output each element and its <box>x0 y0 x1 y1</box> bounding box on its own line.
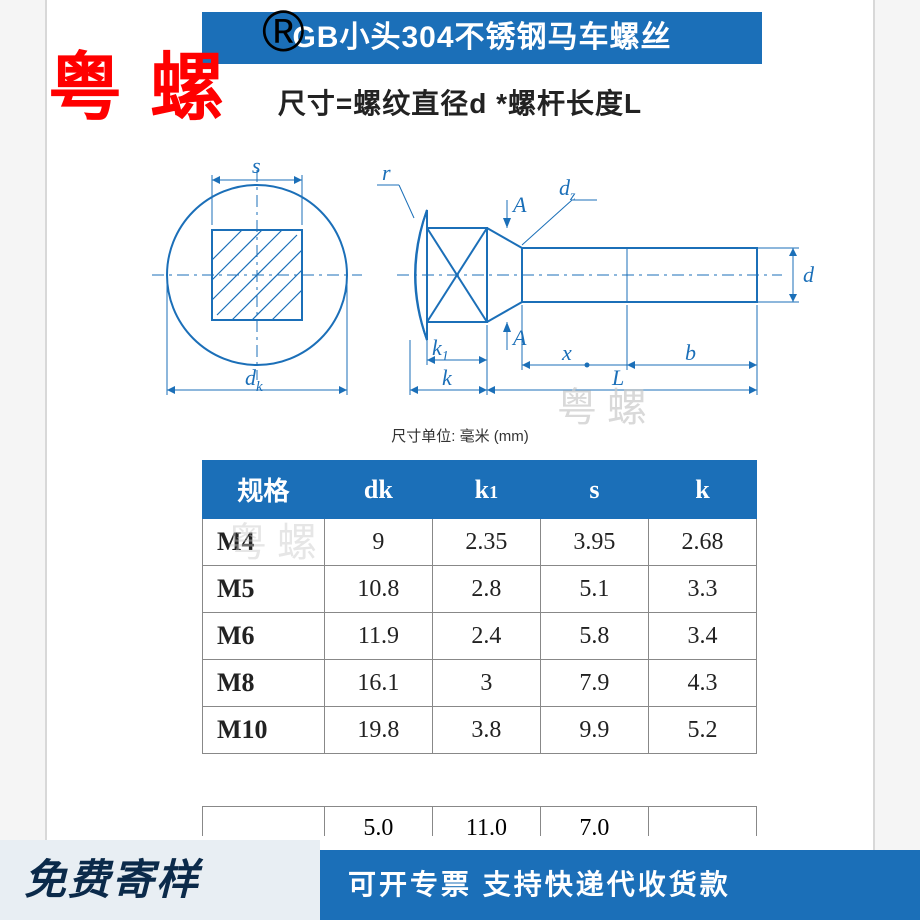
table-row: M611.92.45.83.4 <box>203 613 757 660</box>
svg-text:A: A <box>511 192 527 217</box>
registered-icon: ® <box>262 0 305 65</box>
table-cell: 10.8 <box>324 566 432 613</box>
table-cell: 3.4 <box>648 613 756 660</box>
table-cell: 4.3 <box>648 660 756 707</box>
table-cell: 19.8 <box>324 707 432 754</box>
table-cell: M5 <box>203 566 325 613</box>
table-cell: 2.4 <box>432 613 540 660</box>
table-row: M816.137.94.3 <box>203 660 757 707</box>
page-card: GB小头304不锈钢马车螺丝 尺寸=螺纹直径d *螺杆长度L 粤螺 粤螺 <box>45 0 875 920</box>
clipped-row: 5.011.07.0 <box>202 806 757 836</box>
unit-note: 尺寸单位: 毫米 (mm) <box>47 425 873 446</box>
spec-table: 规格dkk1sk M492.353.952.68M510.82.85.13.3M… <box>202 460 757 754</box>
table-row: M1019.83.89.95.2 <box>203 707 757 754</box>
svg-text:dz: dz <box>559 175 576 204</box>
brand-watermark: 粤螺 <box>48 28 252 135</box>
table-cell: 2.35 <box>432 519 540 566</box>
gray-watermark: 粤螺 <box>557 375 657 433</box>
svg-text:r: r <box>382 160 391 185</box>
table-row: M510.82.85.13.3 <box>203 566 757 613</box>
svg-text:A: A <box>511 325 527 350</box>
table-cell: 16.1 <box>324 660 432 707</box>
table-cell: 2.68 <box>648 519 756 566</box>
table-cell: 2.8 <box>432 566 540 613</box>
footer-right: 可开专票 支持快递代收货款 <box>320 850 920 920</box>
footer-left: 免费寄样 <box>0 840 320 920</box>
table-cell: 5.2 <box>648 707 756 754</box>
bolt-diagram: s d k <box>127 140 827 410</box>
table-cell: 9 <box>324 519 432 566</box>
table-cell: 7.9 <box>540 660 648 707</box>
gray-watermark-2: 粤螺 <box>227 510 327 568</box>
col-header: k <box>648 461 756 519</box>
col-header: k1 <box>432 461 540 519</box>
table-cell: 11.9 <box>324 613 432 660</box>
svg-text:x: x <box>561 340 572 365</box>
svg-text:d: d <box>803 262 815 287</box>
table-cell: 3 <box>432 660 540 707</box>
svg-text:b: b <box>685 340 696 365</box>
col-header: dk <box>324 461 432 519</box>
table-cell: 5.1 <box>540 566 648 613</box>
table-cell: 5.8 <box>540 613 648 660</box>
table-cell: 3.95 <box>540 519 648 566</box>
table-cell: 9.9 <box>540 707 648 754</box>
table-cell: M8 <box>203 660 325 707</box>
table-cell: 3.3 <box>648 566 756 613</box>
col-header: s <box>540 461 648 519</box>
footer: 免费寄样 可开专票 支持快递代收货款 <box>0 840 920 920</box>
svg-text:k: k <box>442 365 453 390</box>
table-cell: M6 <box>203 613 325 660</box>
table-cell: M10 <box>203 707 325 754</box>
table-cell: 3.8 <box>432 707 540 754</box>
label-s: s <box>252 153 261 178</box>
svg-text:k1: k1 <box>432 335 449 364</box>
